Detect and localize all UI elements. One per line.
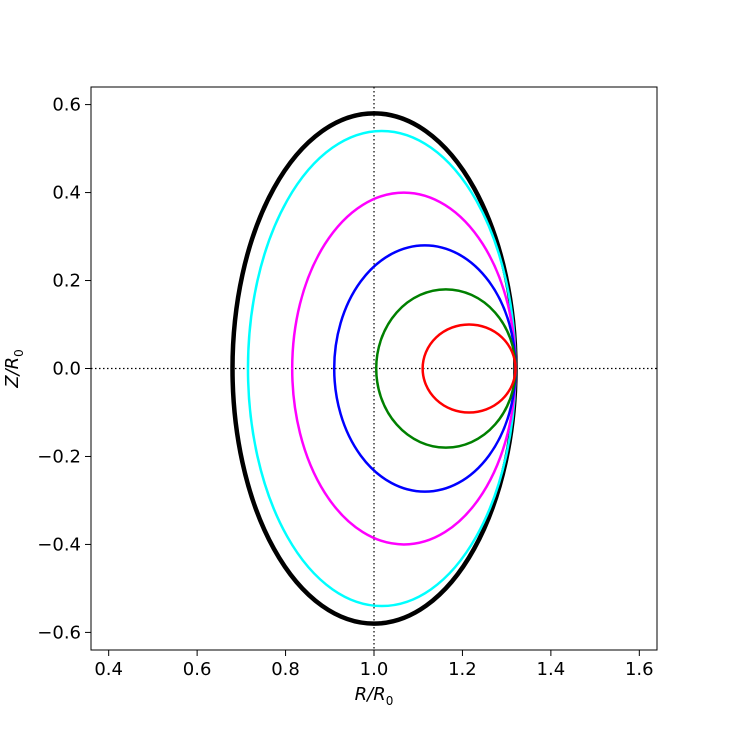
flux-surface-6 <box>421 323 517 414</box>
reference-lines <box>91 87 657 650</box>
y-tick-label: 0.0 <box>52 359 81 380</box>
x-tick-label: 1.0 <box>360 659 389 680</box>
x-axis-label-sub: 0 <box>386 694 394 708</box>
y-tick-label: −0.4 <box>37 534 81 555</box>
y-axis-label: Z/R0 <box>2 349 26 389</box>
x-axis-ticks: 0.4 0.6 0.8 1.0 1.2 1.4 1.6 <box>94 650 654 680</box>
x-axis-label-main: R/R <box>355 684 386 705</box>
y-tick-label: 0.2 <box>52 271 81 292</box>
x-tick-label: 1.2 <box>448 659 477 680</box>
flux-surface-5 <box>374 288 517 449</box>
y-tick-label: −0.6 <box>37 622 81 643</box>
y-tick-label: −0.2 <box>37 446 81 467</box>
y-axis-label-sub: 0 <box>12 349 26 357</box>
y-tick-label: 0.6 <box>52 95 81 116</box>
x-axis-label: R/R0 <box>355 684 394 708</box>
y-tick-label: 0.4 <box>52 183 81 204</box>
x-tick-label: 1.4 <box>537 659 566 680</box>
flux-surfaces <box>230 111 518 626</box>
y-axis-ticks: 0.6 0.4 0.2 0.0 −0.2 −0.4 −0.6 <box>37 95 91 643</box>
x-tick-label: 0.4 <box>94 659 123 680</box>
x-tick-label: 1.6 <box>625 659 654 680</box>
x-tick-label: 0.6 <box>183 659 212 680</box>
y-axis-label-main: Z/R <box>2 357 23 389</box>
x-tick-label: 0.8 <box>271 659 300 680</box>
